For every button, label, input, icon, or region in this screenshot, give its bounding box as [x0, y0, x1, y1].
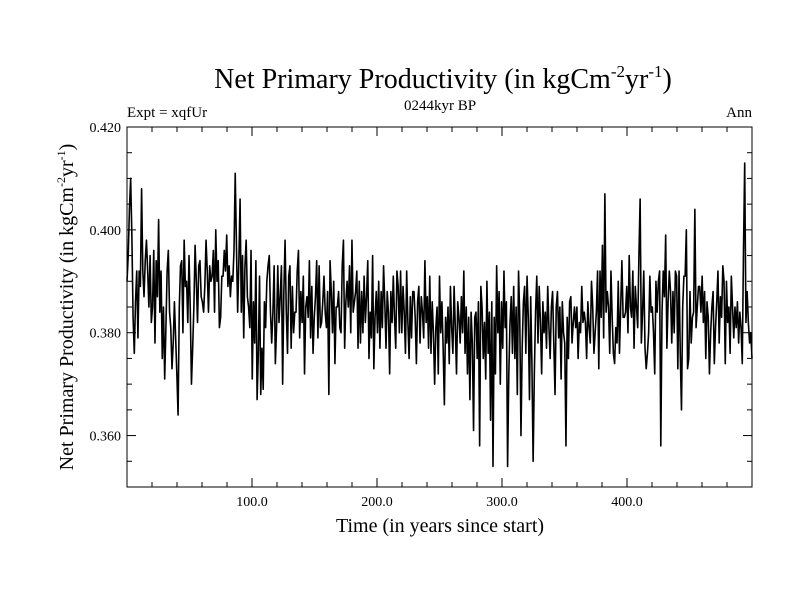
- chart-subtitle: 0244kyr BP: [404, 98, 476, 114]
- x-axis-label: Time (in years since start): [336, 515, 544, 537]
- x-tick-label: 100.0: [236, 495, 268, 510]
- x-tick-label: 400.0: [611, 495, 643, 510]
- season-label: Ann: [726, 105, 752, 121]
- x-axis: 100.0 200.0 300.0 400.0: [151, 127, 728, 510]
- x-tick-label: 300.0: [486, 495, 518, 510]
- y-axis-label: Net Primary Productivity (in kgCm-2yr-1): [54, 144, 78, 471]
- y-tick-label: 0.360: [90, 430, 122, 445]
- y-tick-label: 0.400: [90, 224, 122, 239]
- x-tick-label: 200.0: [361, 495, 393, 510]
- chart-title: Net Primary Productivity (in kgCm-2yr-1): [214, 62, 672, 95]
- experiment-label: Expt = xqfUr: [127, 105, 207, 121]
- series-line-npp: [126, 162, 753, 468]
- y-tick-label: 0.420: [90, 121, 122, 136]
- y-tick-label: 0.380: [90, 327, 122, 342]
